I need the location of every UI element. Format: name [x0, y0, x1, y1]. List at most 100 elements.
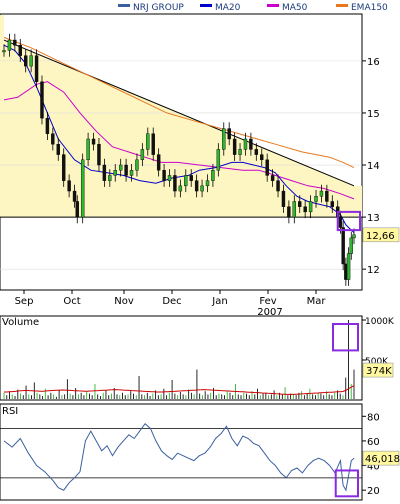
candle-body — [298, 201, 302, 207]
candle-body — [113, 170, 117, 176]
candle-body — [118, 164, 123, 171]
rsi-line — [3, 422, 355, 492]
candle-body — [319, 190, 324, 197]
candle-body — [97, 143, 101, 166]
candle-body — [349, 237, 353, 254]
candle-body — [51, 133, 55, 145]
candle-body — [56, 143, 60, 155]
candle-body — [18, 45, 22, 56]
candle-body — [200, 185, 204, 192]
candle-body — [194, 180, 199, 192]
xtick-label-3: Dec — [162, 296, 181, 307]
price-ytick-label-4: 16 — [367, 57, 380, 68]
xtick-label-1: Oct — [63, 296, 80, 307]
candle-body — [146, 133, 150, 150]
candle-body — [270, 175, 275, 181]
candle-body — [314, 196, 318, 202]
legend-label-0: NRJ GROUP — [133, 3, 184, 13]
volume-panel-frame — [0, 315, 363, 401]
trendline — [3, 39, 355, 187]
last-price-tag — [362, 227, 400, 243]
price-ytick-label-2: 14 — [367, 161, 380, 172]
volume-ytick-label-1: 500K — [365, 357, 389, 367]
candle-body — [45, 117, 50, 134]
xtick-label-0: Sep — [15, 296, 34, 307]
rsi-ytick-label-3: 20 — [367, 486, 380, 497]
last-volume-label: 374K — [366, 366, 392, 377]
candle-body — [330, 201, 334, 207]
candle-body — [352, 234, 356, 239]
last-price-label: 12,66 — [366, 231, 395, 242]
legend-swatch-1 — [200, 4, 212, 7]
xtick-label-5: Fev — [259, 296, 276, 307]
candle-body — [7, 39, 12, 51]
candle-body — [243, 138, 248, 150]
last-rsi-tag — [362, 450, 400, 466]
year-label: 2007 — [257, 307, 282, 318]
candle-body — [34, 55, 39, 82]
candle-body — [67, 180, 71, 192]
legend-swatch-0 — [118, 4, 130, 7]
volume-title: Volume — [2, 317, 39, 328]
legend-swatch-2 — [267, 4, 279, 7]
candle-body — [124, 164, 128, 176]
candle-body — [151, 133, 155, 155]
last-volume-tag — [362, 362, 394, 378]
candle-body — [276, 180, 280, 192]
candle-body — [61, 154, 66, 181]
candle-body — [140, 149, 145, 161]
candle-body — [80, 159, 85, 218]
candle-body — [75, 201, 79, 218]
candle-body — [29, 55, 33, 67]
legend-label-1: MA20 — [215, 3, 241, 13]
candle-body — [129, 170, 134, 176]
candle-body — [281, 190, 286, 207]
candle-body — [72, 190, 77, 202]
xtick-label-6: Mar — [307, 296, 327, 307]
candle-body — [91, 138, 96, 145]
candle-body — [173, 175, 177, 192]
candle-body — [222, 128, 226, 150]
candle-body — [108, 175, 112, 181]
price-ytick-label-0: 12 — [367, 265, 380, 276]
candle-body — [232, 138, 237, 155]
candle-body — [216, 149, 221, 171]
candle-body — [205, 180, 210, 187]
price-ytick-label-3: 15 — [367, 109, 380, 120]
candle-body — [184, 175, 188, 187]
volume-ma-line — [4, 385, 355, 395]
rsi-ytick-label-0: 80 — [367, 412, 380, 423]
rsi-ytick-label-2: 40 — [367, 462, 380, 473]
candle-body — [338, 216, 343, 228]
xtick-label-2: Nov — [114, 296, 134, 307]
candle-body — [325, 190, 329, 202]
ema150-line — [3, 36, 355, 169]
candle-body — [156, 154, 161, 171]
candle-body — [13, 39, 17, 46]
rsi-title: RSI — [2, 406, 18, 417]
rsi-panel-frame — [0, 403, 363, 501]
legend-swatch-3 — [336, 4, 348, 7]
candle-body — [249, 138, 253, 150]
candle-body — [167, 175, 172, 181]
candle-body — [346, 253, 351, 280]
rsi-ytick-label-1: 60 — [367, 437, 380, 448]
legend-label-3: EMA150 — [351, 3, 388, 13]
ma50-line — [3, 81, 355, 200]
candle-body — [102, 164, 107, 181]
candle-body — [189, 175, 193, 181]
candle-body — [211, 170, 215, 181]
candle-body — [178, 185, 183, 192]
candle-body — [135, 159, 139, 171]
candle-body — [238, 149, 242, 155]
candle-body — [303, 206, 307, 213]
xtick-label-4: Jan — [211, 296, 227, 307]
volume-ytick-label-0: 1000K — [365, 317, 395, 327]
candle-body — [254, 149, 259, 155]
candle-body — [86, 138, 90, 161]
price-highlight-box — [336, 210, 361, 232]
candle-body — [260, 154, 264, 161]
candle-body — [227, 128, 231, 140]
candle-body — [341, 227, 345, 265]
